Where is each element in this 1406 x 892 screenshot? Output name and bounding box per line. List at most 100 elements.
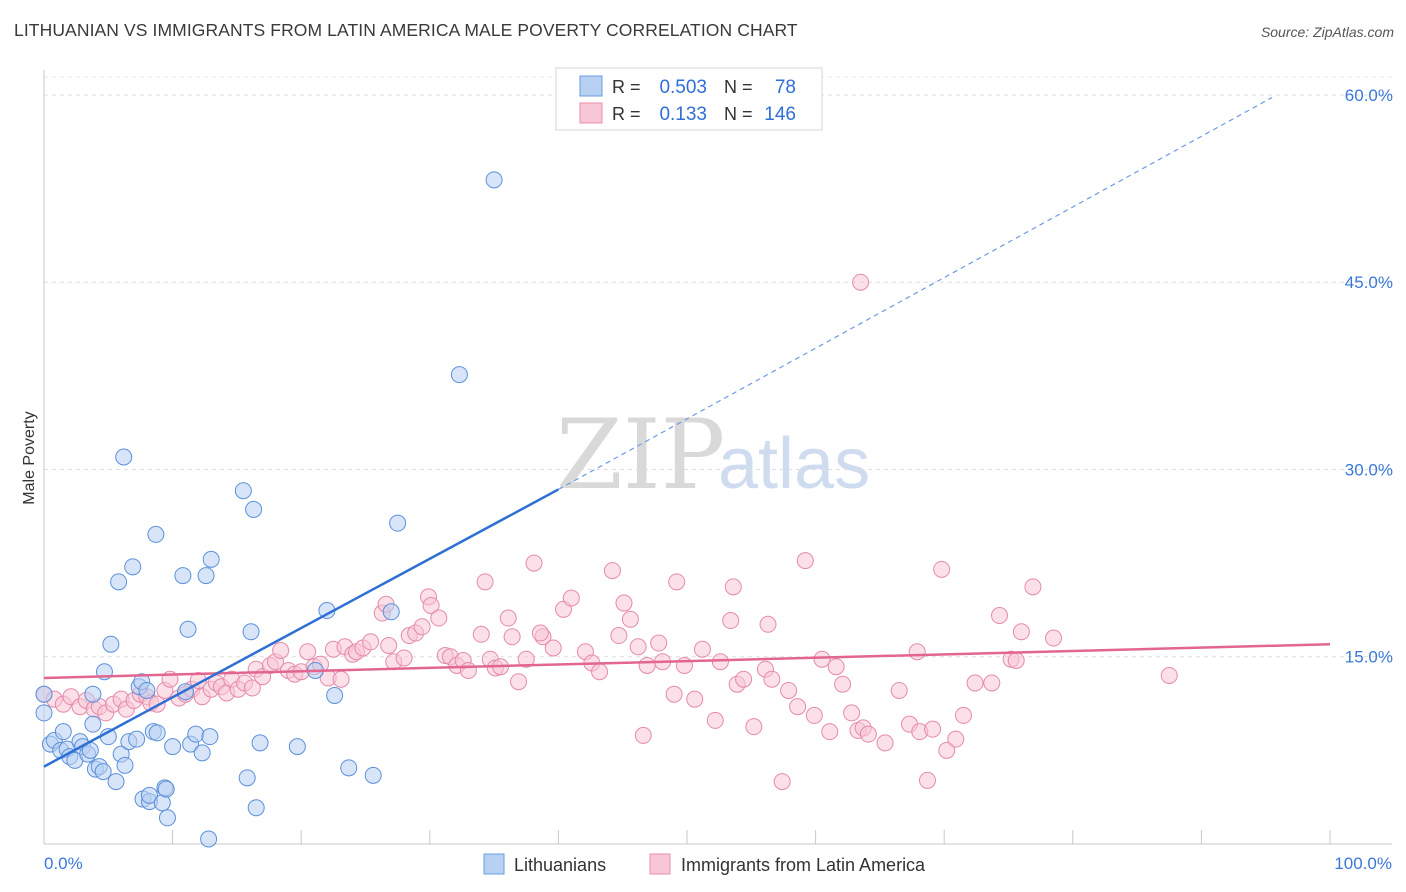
bottom-legend-swatch-latin-america	[649, 853, 671, 875]
lithuanians-point	[238, 769, 256, 787]
latin-america-point	[918, 771, 936, 789]
latin-america-point	[395, 649, 413, 667]
latin-america-point	[525, 554, 543, 572]
legend-n-value-1: 78	[775, 77, 796, 98]
latin-america-point	[499, 609, 517, 627]
latin-america-point	[789, 698, 807, 716]
latin-america-point	[843, 704, 861, 722]
latin-america-point	[938, 741, 956, 759]
latin-america-point	[722, 612, 740, 630]
trend-line-latin-america	[43, 643, 1331, 680]
x-tick-label-max: 100.0%	[1334, 854, 1392, 873]
latin-america-point	[638, 656, 656, 674]
lithuanians-point	[148, 724, 166, 742]
latin-america-point	[422, 597, 440, 615]
legend-swatch-latin-america	[579, 102, 603, 124]
trend-lines	[43, 96, 1331, 768]
latin-america-point	[621, 610, 639, 628]
latin-america-point	[706, 711, 724, 729]
latin-america-point	[430, 609, 448, 627]
latin-america-point	[827, 658, 845, 676]
legend-r-value-2: 0.133	[659, 104, 707, 125]
watermark-zip: ZIP	[556, 399, 725, 511]
latin-america-point	[510, 673, 528, 691]
latin-america-point	[759, 615, 777, 633]
lithuanians-point	[389, 514, 407, 532]
bottom-legend-swatch-lithuanians	[483, 853, 505, 875]
series-latin-america-points	[35, 273, 1178, 791]
lithuanians-point	[84, 715, 102, 733]
latin-america-point	[933, 560, 951, 578]
latin-america-point	[629, 638, 647, 656]
lithuanians-point	[157, 780, 175, 798]
legend-n-value-2: 146	[764, 104, 796, 125]
latin-america-point	[1007, 651, 1025, 669]
lithuanians-point	[187, 725, 205, 743]
latin-america-point	[1012, 623, 1030, 641]
lithuanians-point	[147, 525, 165, 543]
latin-america-point	[780, 681, 798, 699]
lithuanians-point	[234, 482, 252, 500]
latin-america-point	[272, 642, 290, 659]
latin-america-point	[852, 273, 870, 291]
lithuanians-point	[164, 738, 182, 756]
latin-america-point	[476, 573, 494, 591]
latin-america-point	[413, 618, 431, 636]
latin-america-point	[745, 718, 763, 736]
lithuanians-point	[326, 686, 344, 704]
lithuanians-point	[251, 734, 269, 752]
bottom-legend-lithuanians: Lithuanians	[514, 855, 606, 875]
lithuanians-point	[247, 799, 265, 817]
latin-america-point	[634, 726, 652, 744]
y-axis-label: Male Poverty	[21, 411, 38, 504]
latin-america-point	[813, 650, 831, 668]
latin-america-point	[947, 730, 965, 748]
latin-america-point	[966, 674, 984, 692]
latin-america-point	[954, 706, 972, 724]
latin-america-point	[983, 674, 1001, 692]
latin-america-point	[650, 634, 668, 652]
latin-america-point	[562, 589, 580, 607]
y-tick-label: 15.0%	[1345, 648, 1393, 667]
latin-america-point	[908, 643, 926, 661]
lithuanians-point	[110, 573, 128, 591]
x-tick-label-min: 0.0%	[44, 854, 83, 873]
latin-america-point	[459, 661, 477, 679]
chart-title: LITHUANIAN VS IMMIGRANTS FROM LATIN AMER…	[14, 20, 798, 40]
lithuanians-point	[242, 623, 260, 641]
lithuanians-point	[382, 603, 400, 621]
lithuanians-point	[202, 550, 220, 568]
latin-america-point	[1045, 629, 1063, 647]
latin-america-point	[299, 643, 317, 661]
lithuanians-point	[174, 567, 192, 585]
latin-america-point	[805, 706, 823, 724]
latin-america-point	[668, 573, 686, 591]
bottom-legend: Lithuanians Immigrants from Latin Americ…	[483, 853, 926, 875]
lithuanians-point	[158, 809, 176, 827]
latin-america-point	[591, 663, 609, 681]
latin-america-point	[243, 679, 261, 697]
lithuanians-point	[107, 773, 125, 791]
series-lithuanians-points	[35, 171, 503, 848]
lithuanians-point	[193, 744, 211, 762]
lithuanians-point	[450, 366, 468, 384]
lithuanians-point	[128, 730, 146, 748]
trend-line-lithuanians	[43, 488, 559, 768]
y-tick-label: 45.0%	[1345, 273, 1393, 292]
latin-america-point	[665, 685, 683, 703]
lithuanians-point	[138, 681, 156, 699]
lithuanians-point	[197, 567, 215, 585]
latin-america-point	[603, 562, 621, 580]
legend-r-label-1: R =	[612, 77, 641, 97]
latin-america-point	[362, 633, 380, 651]
lithuanians-point	[485, 171, 503, 189]
latin-america-point	[821, 723, 839, 741]
legend-r-value-1: 0.503	[659, 77, 707, 98]
latin-america-point	[693, 640, 711, 658]
lithuanians-point	[340, 759, 358, 777]
lithuanians-point	[54, 723, 72, 741]
latin-america-point	[890, 681, 908, 699]
latin-america-point	[735, 670, 753, 688]
latin-america-point	[924, 720, 942, 738]
